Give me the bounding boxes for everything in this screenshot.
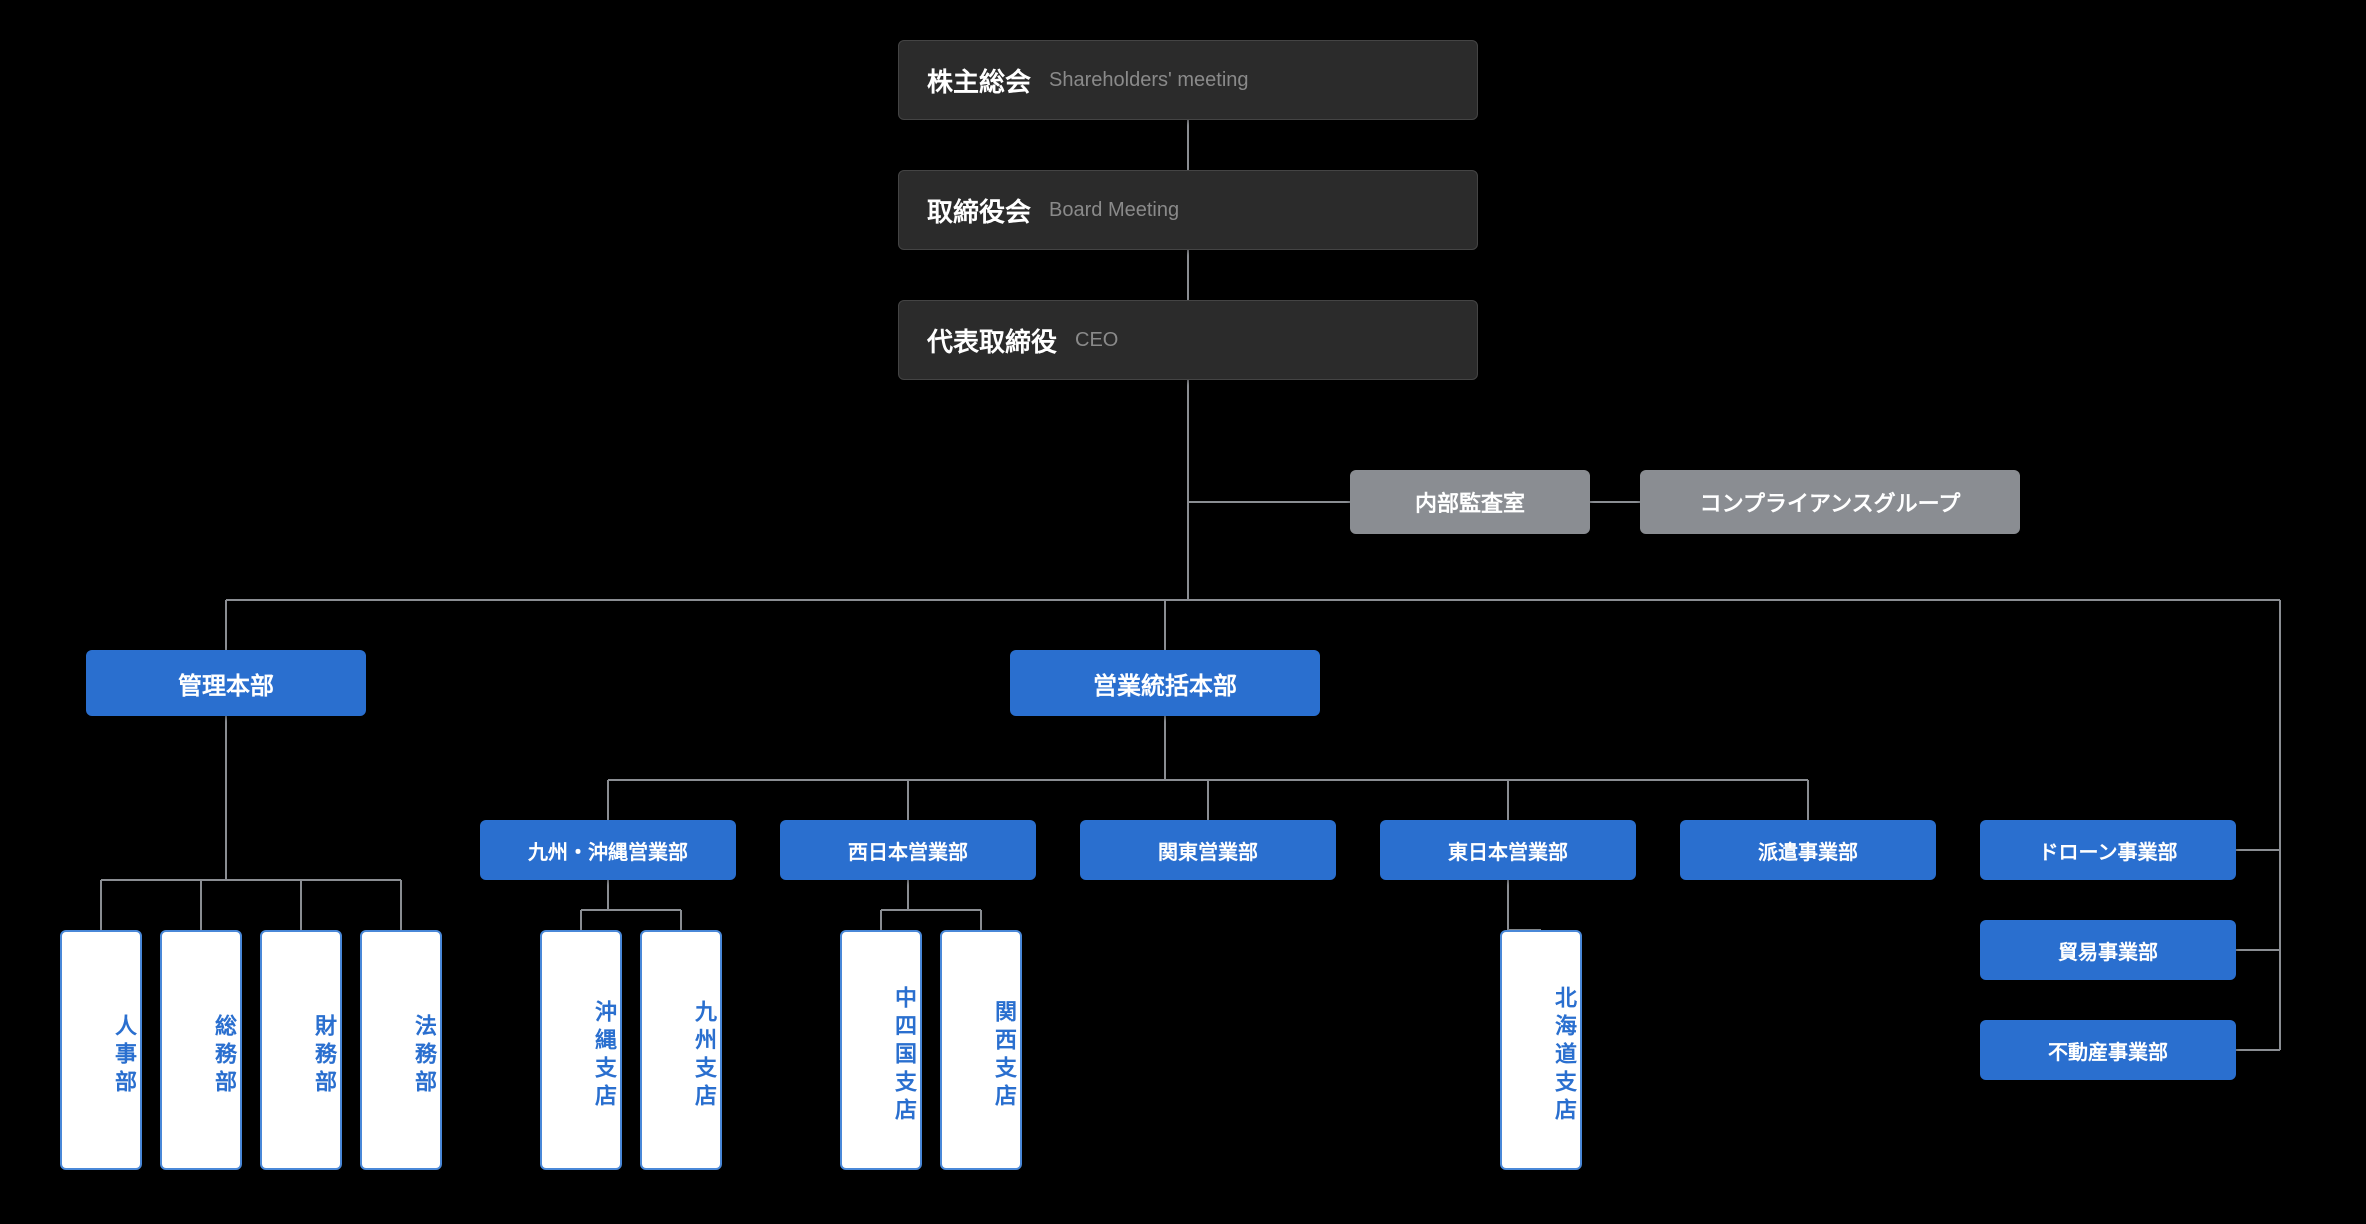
node-hokkaido-label: 北海道支店 (1548, 986, 1580, 1126)
node-ceo-jp: 代表取締役 (927, 322, 1057, 359)
node-ceo-en: CEO (1075, 329, 1118, 352)
node-drone: ドローン事業部 (1980, 820, 2236, 880)
node-kyushu_br: 九州支店 (640, 930, 722, 1170)
node-trade: 貿易事業部 (1980, 920, 2236, 980)
node-board-jp: 取締役会 (927, 192, 1031, 229)
node-ceo: 代表取締役 CEO (898, 300, 1478, 380)
node-finance-label: 財務部 (308, 1014, 340, 1098)
node-hr-label: 人事部 (108, 1014, 140, 1098)
node-trade-label: 貿易事業部 (2058, 936, 2158, 965)
node-dispatch-label: 派遣事業部 (1758, 836, 1858, 865)
node-realestate: 不動産事業部 (1980, 1020, 2236, 1080)
node-board-en: Board Meeting (1049, 199, 1179, 222)
node-legal-label: 法務部 (408, 1014, 440, 1098)
node-sales_kyushu-label: 九州・沖縄営業部 (528, 836, 688, 865)
node-shareholders-en: Shareholders' meeting (1049, 69, 1249, 92)
node-compliance: コンプライアンスグループ (1640, 470, 2020, 534)
node-kyushu_br-label: 九州支店 (688, 1000, 720, 1112)
node-shareholders: 株主総会 Shareholders' meeting (898, 40, 1478, 120)
node-okinawa-label: 沖縄支店 (588, 1000, 620, 1112)
node-sales_east-label: 東日本営業部 (1448, 836, 1568, 865)
node-board: 取締役会 Board Meeting (898, 170, 1478, 250)
node-realestate-label: 不動産事業部 (2048, 1036, 2168, 1065)
node-sales_kanto: 関東営業部 (1080, 820, 1336, 880)
node-hr: 人事部 (60, 930, 142, 1170)
node-compliance-label: コンプライアンスグループ (1700, 486, 1961, 518)
node-chushikoku-label: 中四国支店 (888, 986, 920, 1126)
node-sales_west-label: 西日本営業部 (848, 836, 968, 865)
node-sales_east: 東日本営業部 (1380, 820, 1636, 880)
node-admin_hq: 管理本部 (86, 650, 366, 716)
node-kansai-label: 関西支店 (988, 1000, 1020, 1112)
node-kansai: 関西支店 (940, 930, 1022, 1170)
node-ga: 総務部 (160, 930, 242, 1170)
node-sales_hq-label: 営業統括本部 (1093, 666, 1237, 701)
node-sales_kyushu: 九州・沖縄営業部 (480, 820, 736, 880)
node-audit-label: 内部監査室 (1415, 486, 1525, 518)
node-sales_hq: 営業統括本部 (1010, 650, 1320, 716)
node-dispatch: 派遣事業部 (1680, 820, 1936, 880)
node-admin_hq-label: 管理本部 (178, 666, 274, 701)
node-drone-label: ドローン事業部 (2039, 836, 2178, 865)
node-ga-label: 総務部 (208, 1014, 240, 1098)
node-legal: 法務部 (360, 930, 442, 1170)
node-sales_west: 西日本営業部 (780, 820, 1036, 880)
node-audit: 内部監査室 (1350, 470, 1590, 534)
node-okinawa: 沖縄支店 (540, 930, 622, 1170)
org-chart: 株主総会 Shareholders' meeting 取締役会 Board Meeti… (0, 0, 2366, 1224)
node-hokkaido: 北海道支店 (1500, 930, 1582, 1170)
node-finance: 財務部 (260, 930, 342, 1170)
node-shareholders-jp: 株主総会 (927, 62, 1031, 99)
node-sales_kanto-label: 関東営業部 (1158, 836, 1258, 865)
node-chushikoku: 中四国支店 (840, 930, 922, 1170)
